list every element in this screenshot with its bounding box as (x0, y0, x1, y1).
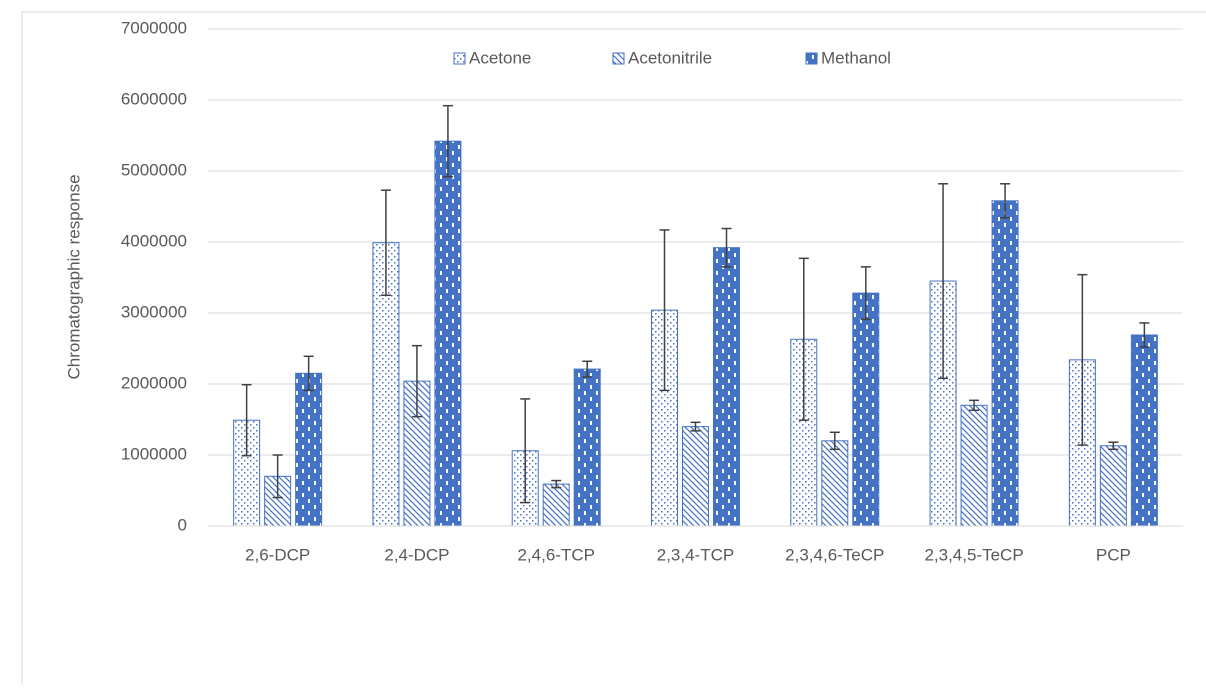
y-tick-label: 1000000 (121, 444, 187, 463)
x-tick-label: 2,4-DCP (384, 545, 449, 564)
error-bar (380, 189, 391, 296)
y-tick-label: 3000000 (121, 302, 187, 321)
error-bar (860, 266, 871, 321)
bar (821, 440, 849, 527)
y-axis-label: Chromatographic response (64, 174, 83, 379)
y-tick-label: 7000000 (121, 18, 187, 37)
error-bar (1139, 322, 1150, 348)
bar (1130, 334, 1158, 527)
error-bar (938, 183, 949, 380)
bar (573, 368, 601, 527)
y-tick-label: 5000000 (121, 160, 187, 179)
error-bar (1108, 441, 1119, 451)
bar (682, 426, 709, 527)
legend-label: Acetonitrile (628, 48, 712, 67)
error-bar (721, 227, 732, 268)
error-bar (303, 355, 314, 392)
error-bar (969, 399, 980, 412)
error-bar (241, 383, 252, 457)
legend-label: Acetone (469, 48, 531, 67)
x-tick-label: 2,6-DCP (245, 545, 310, 564)
error-bar (520, 398, 531, 504)
y-tick-label: 0 (178, 515, 187, 534)
bar (713, 247, 740, 527)
y-tick-label: 4000000 (121, 231, 187, 250)
error-bar (442, 104, 453, 178)
error-bar (690, 421, 701, 432)
bar (991, 200, 1019, 527)
error-bar (798, 257, 809, 421)
legend-label: Methanol (821, 48, 891, 67)
bar (790, 338, 818, 527)
error-bar (1077, 273, 1088, 446)
bar (542, 483, 570, 527)
y-tick-label: 6000000 (121, 89, 187, 108)
bar (852, 292, 880, 527)
error-bar (411, 344, 422, 418)
error-bar (659, 229, 670, 392)
x-tick-label: 2,3,4,6-TeCP (785, 545, 884, 564)
error-bar (551, 479, 562, 489)
x-tick-label: 2,4,6-TCP (517, 545, 594, 564)
bar (960, 404, 988, 527)
x-tick-label: 2,3,4,5-TeCP (924, 545, 1023, 564)
chart-frame (21, 11, 1206, 689)
error-bar (829, 431, 840, 451)
error-bar (1000, 183, 1011, 219)
error-bar (272, 454, 283, 499)
x-tick-label: 2,3,4-TCP (657, 545, 734, 564)
bar (1099, 445, 1127, 527)
legend-swatch (805, 52, 818, 65)
y-tick-label: 2000000 (121, 373, 187, 392)
bar (295, 372, 323, 527)
bar (434, 140, 462, 527)
error-bar (582, 360, 593, 378)
legend-swatch (612, 52, 625, 65)
legend-swatch (453, 52, 466, 65)
x-tick-label: PCP (1096, 545, 1131, 564)
